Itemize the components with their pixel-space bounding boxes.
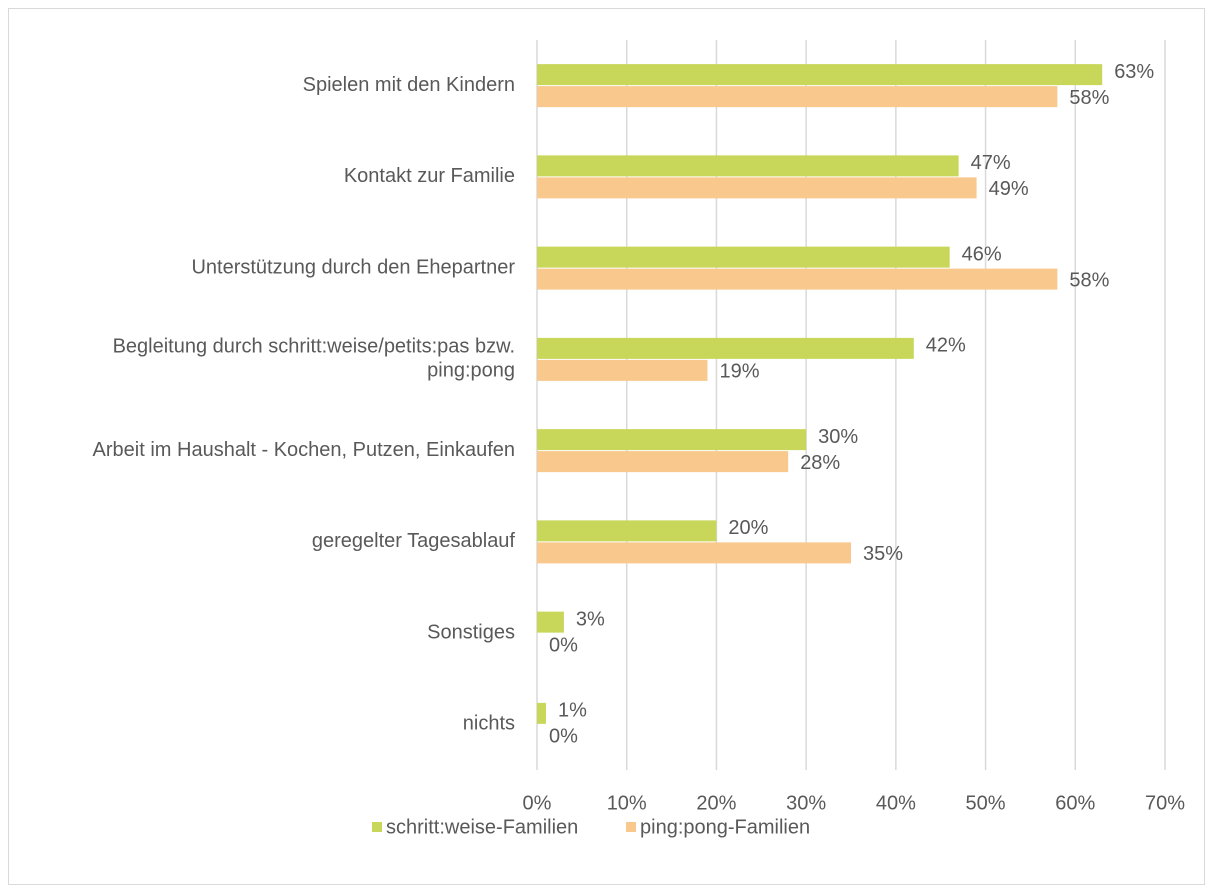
x-tick-label: 10% xyxy=(607,792,647,814)
x-tick-label: 40% xyxy=(876,792,916,814)
bar xyxy=(537,611,564,633)
legend-label: schritt:weise-Familien xyxy=(386,816,578,838)
legend-label: ping:pong-Familien xyxy=(640,816,810,838)
legend-swatch xyxy=(372,822,382,832)
bar xyxy=(537,542,851,564)
bar xyxy=(537,64,1103,86)
y-tick-label: Spielen mit den Kindern xyxy=(303,74,515,96)
x-tick-label: 20% xyxy=(696,792,736,814)
data-label: 63% xyxy=(1114,61,1154,83)
data-label: 42% xyxy=(926,335,966,357)
bar xyxy=(537,337,914,359)
data-label: 28% xyxy=(800,452,840,474)
y-tick-label: Arbeit im Haushalt - Kochen, Putzen, Ein… xyxy=(93,439,515,461)
data-label: 58% xyxy=(1069,87,1109,109)
bar xyxy=(537,451,789,473)
bar xyxy=(537,520,717,542)
y-tick-label: Begleitung durch schritt:weise/petits:pa… xyxy=(113,336,515,382)
data-label: 0% xyxy=(549,726,578,748)
y-tick-label: geregelter Tagesablauf xyxy=(312,530,516,552)
data-label: 19% xyxy=(719,361,759,383)
bar xyxy=(537,702,546,724)
x-tick-label: 30% xyxy=(786,792,826,814)
data-label: 0% xyxy=(549,634,578,656)
x-tick-label: 0% xyxy=(523,792,552,814)
data-label: 1% xyxy=(558,700,587,722)
data-label: 58% xyxy=(1069,269,1109,291)
bar xyxy=(537,155,959,177)
data-label: 46% xyxy=(962,243,1002,265)
x-tick-label: 50% xyxy=(966,792,1006,814)
y-tick-label: Kontakt zur Familie xyxy=(344,165,515,187)
data-label: 49% xyxy=(989,178,1029,200)
data-label: 35% xyxy=(863,543,903,565)
x-tick-label: 60% xyxy=(1055,792,1095,814)
bar xyxy=(537,246,950,268)
legend-swatch xyxy=(626,822,636,832)
bar xyxy=(537,86,1058,108)
data-label: 3% xyxy=(576,608,605,630)
data-label: 20% xyxy=(728,517,768,539)
bar xyxy=(537,429,807,451)
y-tick-label: Unterstützung durch den Ehepartner xyxy=(191,256,515,278)
data-label: 30% xyxy=(818,426,858,448)
data-label: 47% xyxy=(971,152,1011,174)
x-tick-label: 70% xyxy=(1145,792,1185,814)
y-tick-label: Sonstiges xyxy=(427,621,515,643)
y-tick-label: nichts xyxy=(463,713,515,735)
bar xyxy=(537,268,1058,290)
bar xyxy=(537,359,708,381)
bar xyxy=(537,177,977,199)
